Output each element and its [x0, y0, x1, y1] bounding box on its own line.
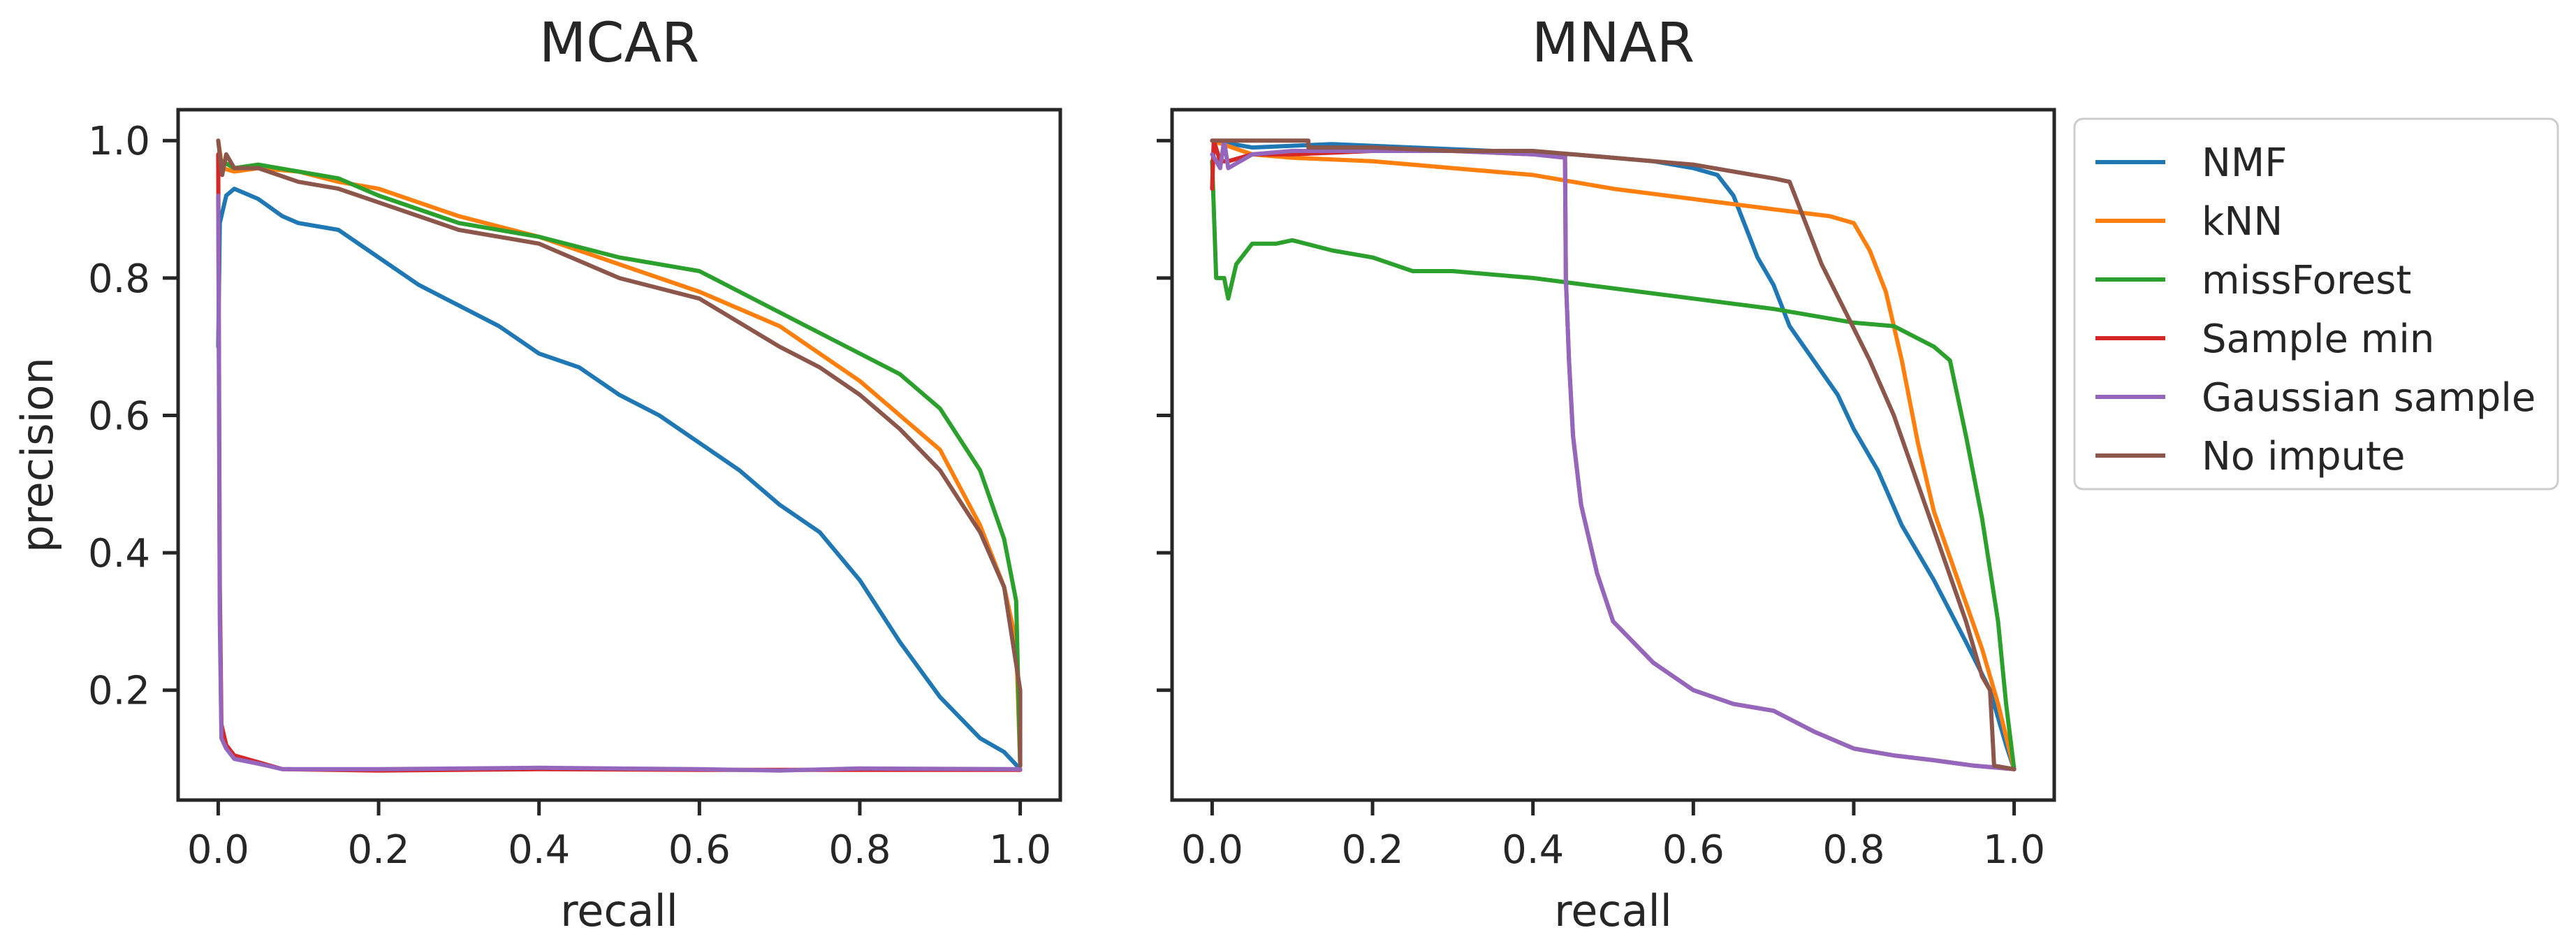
y-axis-label: precision	[12, 357, 63, 553]
series-line-missforest	[1210, 159, 2017, 771]
x-axis-label: recall	[560, 885, 678, 936]
legend-label: kNN	[2202, 199, 2283, 245]
y-tick-label: 1.0	[88, 119, 150, 164]
series-line-no-impute	[1210, 138, 2017, 771]
series-line-sample-min	[216, 152, 1023, 773]
series-line-nmf	[1210, 138, 2017, 771]
y-tick-label: 0.6	[88, 393, 150, 439]
series-group	[1210, 138, 2017, 771]
x-tick-label: 1.0	[1983, 827, 2045, 873]
x-axis-label: recall	[1554, 885, 1672, 936]
x-tick-label: 0.2	[1342, 827, 1404, 873]
legend-label: Gaussian sample	[2202, 375, 2535, 421]
series-line-missforest	[216, 159, 1023, 768]
x-tick-label: 0.6	[1662, 827, 1725, 873]
x-tick-label: 0.2	[348, 827, 410, 873]
series-line-gaussian-sample	[1210, 138, 2017, 771]
legend-label: No impute	[2202, 434, 2406, 479]
x-tick-label: 0.8	[1822, 827, 1885, 873]
series-line-knn	[1210, 138, 2017, 771]
legend: NMF kNN missForest Sample min Gaussian sampl…	[2073, 117, 2559, 491]
y-tick-label: 0.4	[88, 531, 150, 576]
x-tick-label: 0.8	[828, 827, 891, 873]
series-line-sample-min	[1210, 138, 2017, 771]
legend-label: Sample min	[2202, 317, 2434, 362]
y-tick-label: 0.8	[88, 256, 150, 302]
axes-frame	[1170, 108, 2056, 802]
series-line-nmf	[216, 187, 1023, 771]
x-tick-label: 0.0	[1181, 827, 1243, 873]
panel-title: MNAR	[1532, 12, 1695, 75]
x-tick-label: 0.4	[1502, 827, 1564, 873]
series-line-no-impute	[216, 138, 1023, 768]
x-tick-label: 0.6	[668, 827, 731, 873]
panel-mnar: 0.0 0.2 0.4 0.6 0.8 1.0 MNAR recall	[1157, 12, 2056, 936]
x-tick-label: 0.0	[187, 827, 249, 873]
series-line-knn	[216, 138, 1023, 768]
series-group	[216, 138, 1023, 773]
legend-label: NMF	[2202, 140, 2287, 186]
panel-mcar: 0.0 0.2 0.4 0.6 0.8 1.0 0.2 0.4 0.6 0.8 1.0 MCAR rec…	[12, 12, 1062, 936]
x-tick-label: 0.4	[508, 827, 570, 873]
legend-label: missForest	[2202, 258, 2411, 303]
x-tick-label: 1.0	[989, 827, 1051, 873]
axes-frame	[176, 108, 1062, 802]
y-tick-label: 0.2	[88, 669, 150, 714]
series-line-gaussian-sample	[216, 193, 1023, 773]
legend-box	[2073, 117, 2559, 491]
panel-title: MCAR	[539, 12, 699, 75]
